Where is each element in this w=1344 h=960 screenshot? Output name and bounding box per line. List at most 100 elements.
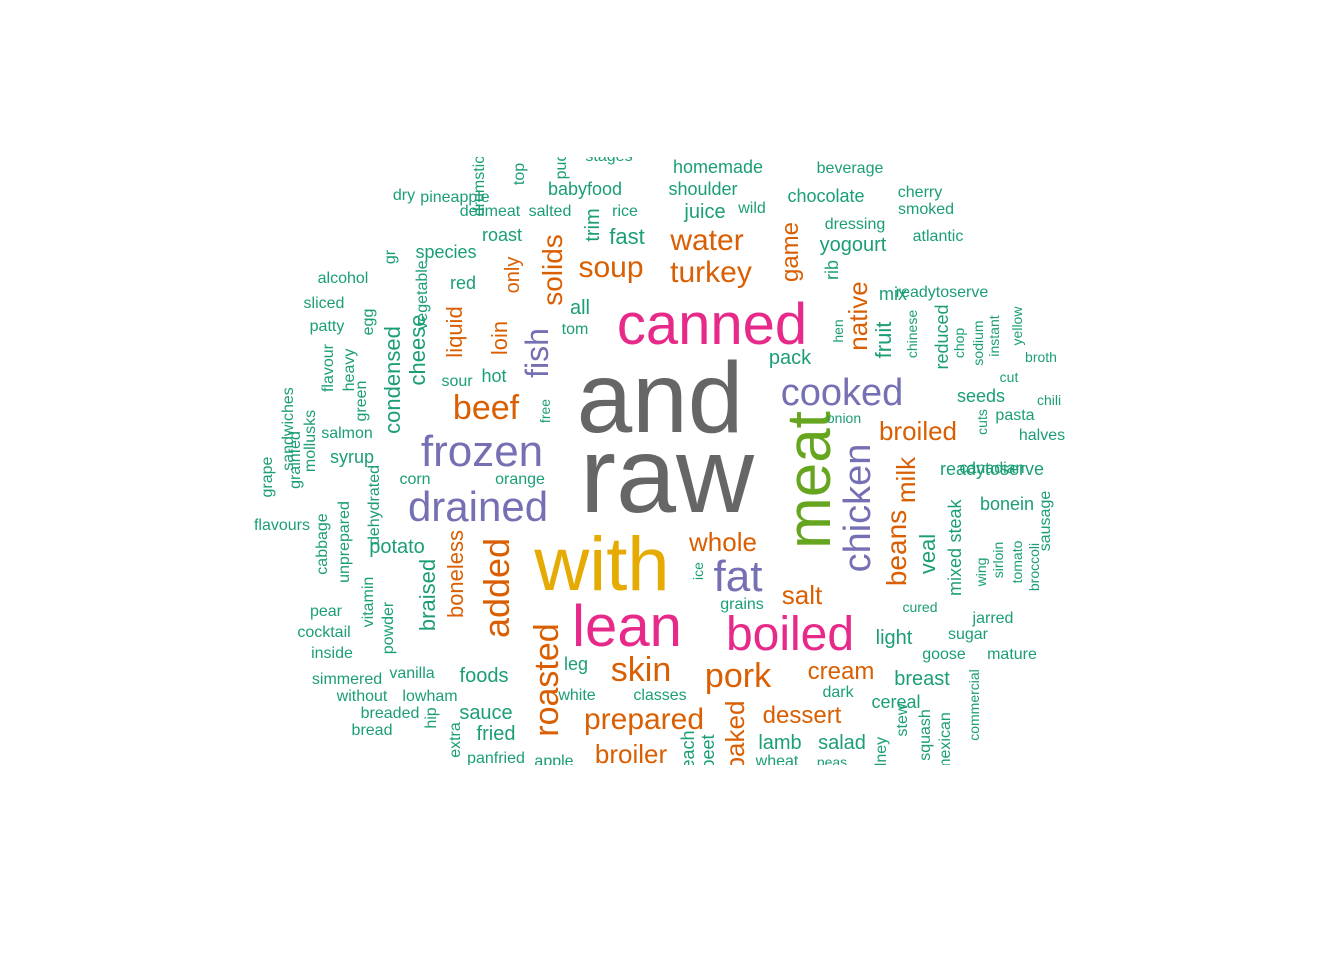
cloud-word-broth: broth [1025,349,1057,365]
cloud-word-yellow: yellow [1009,306,1025,346]
cloud-word-reduced: reduced [932,304,952,370]
cloud-word-gr: gr [382,249,399,265]
cloud-word-flavours: flavours [253,517,311,534]
cloud-word-mature: mature [987,646,1037,663]
cloud-word-seeds: seeds [956,386,1006,406]
cloud-word-loin: loin [487,320,512,356]
cloud-word-free: free [537,398,553,424]
cloud-word-cooked: cooked [780,372,904,414]
cloud-word-homemade: homemade [672,157,764,177]
cloud-word-whole: whole [689,527,757,557]
cloud-word-bread: bread [351,722,393,739]
cloud-word-potato: potato [369,536,425,558]
cloud-word-stew: stew [894,703,911,737]
cloud-word-orange: orange [495,471,545,488]
cloud-word-beet: beet [698,734,718,765]
cloud-word-mollusks: mollusks [302,409,319,473]
cloud-word-cured: cured [902,599,938,615]
cloud-word-canned: canned [616,292,808,357]
cloud-word-grape: grape [259,456,276,498]
cloud-word-condensed: condensed [380,326,405,434]
cloud-word-fruit: fruit [871,321,896,359]
cloud-word-bonein: bonein [979,494,1035,514]
cloud-word-foods: foods [459,665,509,687]
cloud-word-rib: rib [822,259,842,281]
cloud-word-species: species [415,242,477,262]
cloud-word-milk: milk [891,456,921,504]
cloud-word-only: only [502,256,524,294]
cloud-word-beans: beans [881,509,912,587]
cloud-word-top: top [511,162,528,186]
cloud-word-wild: wild [738,200,766,217]
cloud-word-tomato: tomato [1009,540,1025,584]
cloud-word-game: game [777,221,804,283]
cloud-word-water: water [670,224,744,257]
cloud-word-chili: chili [1036,392,1062,408]
cloud-word-native: native [843,281,873,351]
cloud-word-all: all [569,297,591,319]
cloud-word-hen: hen [830,319,846,343]
cloud-word-red: red [449,273,477,293]
cloud-word-panfried: panfried [467,750,525,766]
cloud-word-chicken: chicken [837,443,879,573]
cloud-word-delimeat: delimeat [459,203,521,220]
cloud-word-peas: peas [816,754,848,765]
cloud-word-syrup: syrup [329,447,375,467]
cloud-word-cherry: cherry [897,184,943,201]
cloud-word-extra: extra [447,722,464,758]
cloud-word-dressing: dressing [824,216,886,233]
cloud-word-cut: cut [999,369,1019,385]
cloud-word-tom: tom [561,321,589,338]
cloud-word-sliced: sliced [303,295,345,312]
cloud-word-breast: breast [894,668,950,690]
cloud-word-sour: sour [441,373,473,390]
cloud-word-cereal: cereal [871,692,921,712]
cloud-word-lamb: lamb [758,732,802,754]
cloud-word-pineapple: pineapple [420,189,490,206]
cloud-word-steak: steak [945,499,965,543]
cloud-word-fish: fish [519,328,555,378]
cloud-word-boneless: boneless [443,529,468,619]
cloud-word-pear: pear [309,603,343,620]
cloud-word-sirloin: sirloin [990,541,1006,579]
cloud-word-hip: hip [423,707,440,729]
cloud-word-ice: ice [690,562,706,580]
cloud-word-squash: squash [917,709,934,761]
cloud-word-fat: fat [713,552,763,601]
cloud-word-raw: raw [579,414,755,535]
cloud-word-babyfood: babyfood [547,179,623,199]
cloud-word-salmon: salmon [321,425,373,442]
cloud-word-beef: beef [452,389,520,427]
cloud-word-simmered: simmered [311,671,383,688]
cloud-word-sodium: sodium [970,320,986,366]
cloud-word-without: without [336,688,388,705]
cloud-word-meat: meat [775,411,844,549]
cloud-word-prepared: prepared [583,703,705,736]
cloud-word-liquid: liquid [442,306,467,358]
cloud-word-vitamin: vitamin [360,576,377,628]
cloud-word-roast: roast [481,225,523,245]
cloud-word-grains: grains [720,596,764,613]
cloud-word-broiler: broiler [594,739,668,765]
cloud-word-pasta: pasta [995,407,1035,424]
cloud-word-vegetable: vegetable [414,260,431,330]
cloud-word-sugar: sugar [947,626,989,643]
cloud-word-grainfed: grainfed [287,431,304,489]
cloud-word-soup: soup [578,251,644,284]
cloud-word-and: and [576,342,744,454]
cloud-word-pork: pork [704,657,772,695]
cloud-word-lean: lean [572,594,682,659]
cloud-word-atlantic: atlantic [912,228,964,245]
cloud-word-dark: dark [822,684,854,701]
cloud-word-chocolate: chocolate [787,186,865,206]
cloud-word-dehydrated: dehydrated [366,464,383,546]
cloud-word-dessert: dessert [762,702,842,729]
cloud-word-chinese: chinese [904,309,920,359]
cloud-word-jarred: jarred [972,610,1014,627]
cloud-word-onion: onion [826,410,862,426]
cloud-word-dry: dry [392,187,416,204]
cloud-word-hot: hot [481,366,507,386]
cloud-word-lowham: lowham [402,688,458,705]
cloud-word-vanilla: vanilla [389,665,435,682]
